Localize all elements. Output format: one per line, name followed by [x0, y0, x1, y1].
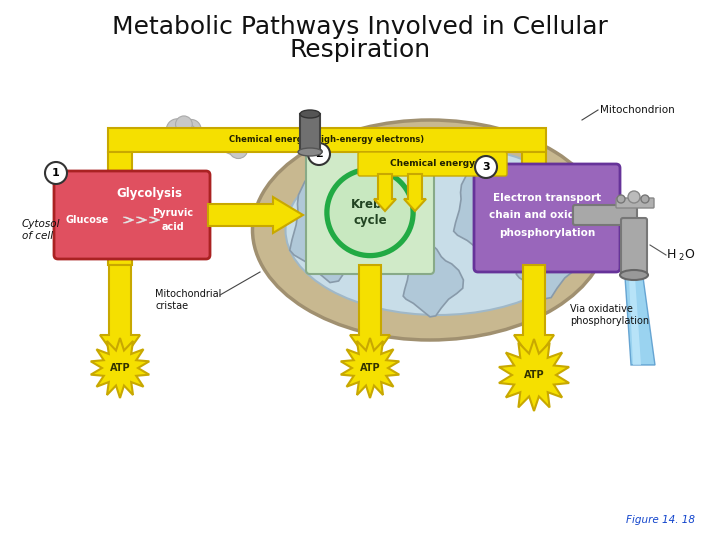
Circle shape: [45, 162, 67, 184]
Circle shape: [222, 136, 240, 154]
Bar: [108, 128, 546, 152]
Text: CO₂: CO₂: [230, 144, 246, 152]
Text: Glycolysis: Glycolysis: [117, 186, 183, 199]
Bar: [522, 152, 546, 265]
Polygon shape: [629, 277, 641, 365]
Circle shape: [235, 137, 251, 153]
Circle shape: [229, 140, 248, 159]
Text: Metabolic Pathways Involved in Cellular: Metabolic Pathways Involved in Cellular: [112, 15, 608, 39]
Text: O: O: [684, 248, 694, 261]
Polygon shape: [350, 265, 390, 363]
Bar: [108, 152, 132, 265]
Text: Respiration: Respiration: [289, 38, 431, 62]
Polygon shape: [91, 338, 149, 398]
Polygon shape: [499, 339, 569, 411]
Text: Glucose: Glucose: [66, 215, 109, 225]
Text: H: H: [667, 248, 676, 261]
PathPatch shape: [403, 243, 464, 317]
Circle shape: [174, 123, 197, 146]
Bar: [300, 114, 320, 152]
FancyBboxPatch shape: [474, 164, 620, 272]
Polygon shape: [123, 217, 134, 223]
Polygon shape: [374, 174, 396, 211]
FancyBboxPatch shape: [358, 152, 507, 176]
PathPatch shape: [516, 211, 581, 299]
PathPatch shape: [454, 161, 536, 258]
Circle shape: [181, 119, 201, 139]
Text: Via oxidative
phosphorylation: Via oxidative phosphorylation: [570, 304, 649, 326]
Text: 2: 2: [315, 149, 323, 159]
Text: acid: acid: [161, 222, 184, 232]
Circle shape: [176, 116, 192, 133]
Circle shape: [641, 195, 649, 203]
Text: Mitochondrion: Mitochondrion: [600, 105, 675, 115]
Text: Mitochondrial
cristae: Mitochondrial cristae: [155, 289, 221, 311]
Circle shape: [475, 156, 497, 178]
Text: 3: 3: [482, 162, 490, 172]
Circle shape: [617, 195, 625, 203]
Polygon shape: [404, 174, 426, 211]
Polygon shape: [625, 277, 655, 365]
Circle shape: [628, 191, 640, 203]
Ellipse shape: [298, 148, 322, 156]
Ellipse shape: [620, 270, 648, 280]
Ellipse shape: [300, 110, 320, 118]
Text: ATP: ATP: [360, 363, 380, 373]
Text: phosphorylation: phosphorylation: [499, 228, 595, 238]
Text: Figure 14. 18: Figure 14. 18: [626, 515, 695, 525]
Circle shape: [230, 134, 244, 147]
Polygon shape: [514, 265, 554, 363]
Circle shape: [326, 168, 414, 256]
Text: Pyruvic: Pyruvic: [153, 208, 194, 218]
Text: Chemical energy: Chemical energy: [390, 159, 475, 168]
FancyBboxPatch shape: [573, 205, 637, 225]
Text: 1: 1: [52, 168, 60, 178]
Text: chain and oxidative: chain and oxidative: [489, 210, 605, 220]
Text: Cytosol
of cell: Cytosol of cell: [22, 219, 60, 241]
Polygon shape: [100, 265, 140, 363]
Ellipse shape: [253, 120, 608, 340]
Polygon shape: [136, 217, 147, 223]
Text: Krebs: Krebs: [351, 198, 390, 211]
FancyBboxPatch shape: [54, 171, 210, 259]
Text: 2: 2: [678, 253, 683, 261]
Text: CO₂: CO₂: [176, 130, 194, 138]
Circle shape: [166, 119, 189, 141]
Text: cycle: cycle: [354, 214, 387, 227]
Text: ATP: ATP: [109, 363, 130, 373]
FancyBboxPatch shape: [306, 151, 434, 274]
PathPatch shape: [289, 167, 380, 282]
Ellipse shape: [286, 145, 590, 315]
Polygon shape: [208, 197, 303, 233]
Text: Chemical energy (high-energy electrons): Chemical energy (high-energy electrons): [230, 136, 425, 145]
Polygon shape: [149, 217, 160, 223]
Text: Electron transport: Electron transport: [493, 193, 601, 203]
FancyBboxPatch shape: [616, 198, 654, 208]
Polygon shape: [341, 338, 400, 398]
Circle shape: [308, 143, 330, 165]
FancyBboxPatch shape: [621, 218, 647, 277]
Text: ATP: ATP: [523, 370, 544, 380]
